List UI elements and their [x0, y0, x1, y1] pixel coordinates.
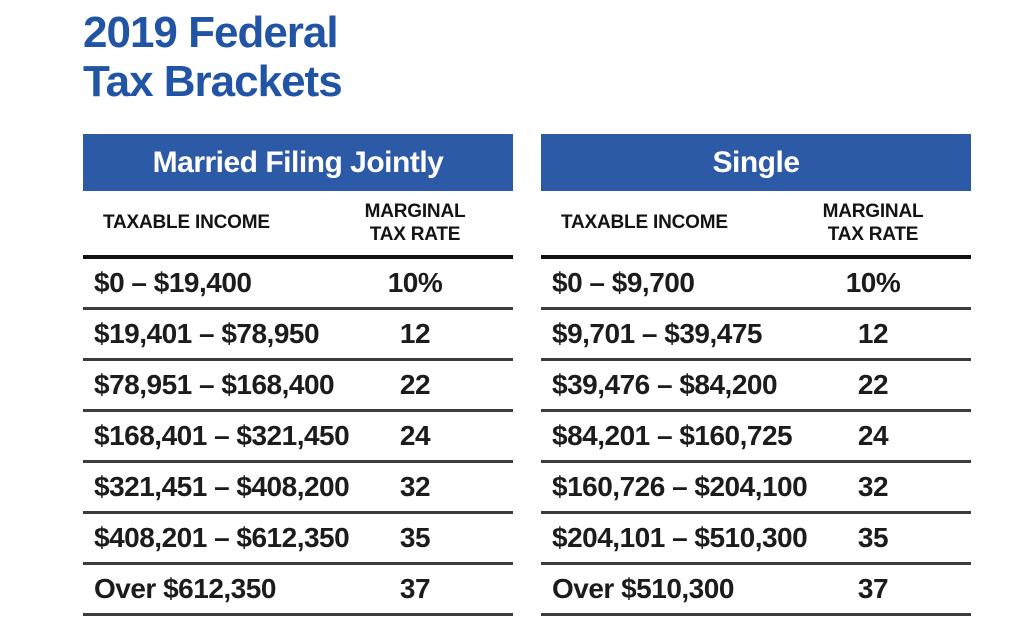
column-header-taxable-income: TAXABLE INCOME: [103, 212, 270, 233]
table-title: Married Filing Jointly: [152, 145, 444, 179]
tax-rate-cell: 24: [399, 420, 431, 451]
table-row: $78,951 – $168,400 22: [83, 361, 513, 412]
tax-rate-cell: 35: [399, 522, 431, 553]
page-title: 2019 Federal Tax Brackets: [83, 8, 343, 106]
table-row: $39,476 – $84,200 22: [541, 361, 971, 412]
column-header-marginal-tax-rate: MARGINAL TAX RATE: [350, 200, 513, 246]
table-row: $168,401 – $321,450 24: [83, 412, 513, 463]
column-header-taxable-income: TAXABLE INCOME: [561, 212, 728, 233]
column-header-row: TAXABLE INCOME MARGINAL TAX RATE: [541, 191, 971, 259]
table-header-bar: Married Filing Jointly: [83, 134, 513, 191]
tax-rate-cell: 37: [399, 573, 431, 604]
income-range-cell: $408,201 – $612,350: [94, 522, 350, 553]
table-header-bar: Single: [541, 134, 971, 191]
table-row: $204,101 – $510,300 35: [541, 514, 971, 565]
page-title-line1: 2019 Federal: [83, 8, 339, 57]
income-range-cell: Over $612,350: [94, 573, 276, 604]
income-range-cell: $160,726 – $204,100: [552, 471, 808, 502]
table-row: Over $510,300 37: [541, 565, 971, 616]
tax-rate-cell: 12: [857, 318, 889, 349]
table-married-filing-jointly: Married Filing Jointly TAXABLE INCOME MA…: [83, 134, 513, 616]
table-rows: $0 – $19,400 10% $19,401 – $78,950 12 $7…: [83, 259, 513, 616]
income-range-cell: $84,201 – $160,725: [552, 420, 793, 451]
income-range-cell: $321,451 – $408,200: [94, 471, 350, 502]
table-row: $0 – $19,400 10%: [83, 259, 513, 310]
tax-rate-cell: 32: [857, 471, 889, 502]
column-header-rate-line2: TAX RATE: [369, 224, 461, 245]
tables-container: Married Filing Jointly TAXABLE INCOME MA…: [83, 134, 971, 616]
table-single: Single TAXABLE INCOME MARGINAL TAX RATE $…: [541, 134, 971, 616]
income-range-cell: $19,401 – $78,950: [94, 318, 320, 349]
tax-rate-cell: 37: [857, 573, 889, 604]
income-range-cell: $9,701 – $39,475: [552, 318, 762, 349]
table-rows: $0 – $9,700 10% $9,701 – $39,475 12 $39,…: [541, 259, 971, 616]
table-row: $19,401 – $78,950 12: [83, 310, 513, 361]
tax-rate-cell: 12: [399, 318, 431, 349]
table-title: Single: [712, 145, 800, 179]
income-range-cell: Over $510,300: [552, 573, 734, 604]
income-range-cell: $39,476 – $84,200: [552, 369, 778, 400]
income-range-cell: $78,951 – $168,400: [94, 369, 335, 400]
tax-rate-cell: 10%: [387, 267, 443, 298]
tax-rate-cell: 10%: [845, 267, 901, 298]
tax-rate-cell: 24: [857, 420, 889, 451]
tax-rate-cell: 32: [399, 471, 431, 502]
income-range-cell: $0 – $19,400: [94, 267, 252, 298]
income-range-cell: $168,401 – $321,450: [94, 420, 350, 451]
column-header-row: TAXABLE INCOME MARGINAL TAX RATE: [83, 191, 513, 259]
table-row: $9,701 – $39,475 12: [541, 310, 971, 361]
tax-rate-cell: 35: [857, 522, 889, 553]
page-title-line2: Tax Brackets: [83, 57, 343, 106]
table-row: Over $612,350 37: [83, 565, 513, 616]
column-header-rate-line1: MARGINAL: [364, 201, 466, 222]
tax-rate-cell: 22: [399, 369, 431, 400]
tax-rate-cell: 22: [857, 369, 889, 400]
table-row: $408,201 – $612,350 35: [83, 514, 513, 565]
income-range-cell: $204,101 – $510,300: [552, 522, 808, 553]
table-row: $0 – $9,700 10%: [541, 259, 971, 310]
table-row: $160,726 – $204,100 32: [541, 463, 971, 514]
column-header-marginal-tax-rate: MARGINAL TAX RATE: [808, 200, 971, 246]
column-header-rate-line1: MARGINAL: [822, 201, 924, 222]
table-row: $84,201 – $160,725 24: [541, 412, 971, 463]
column-header-rate-line2: TAX RATE: [827, 224, 919, 245]
table-row: $321,451 – $408,200 32: [83, 463, 513, 514]
income-range-cell: $0 – $9,700: [552, 267, 695, 298]
